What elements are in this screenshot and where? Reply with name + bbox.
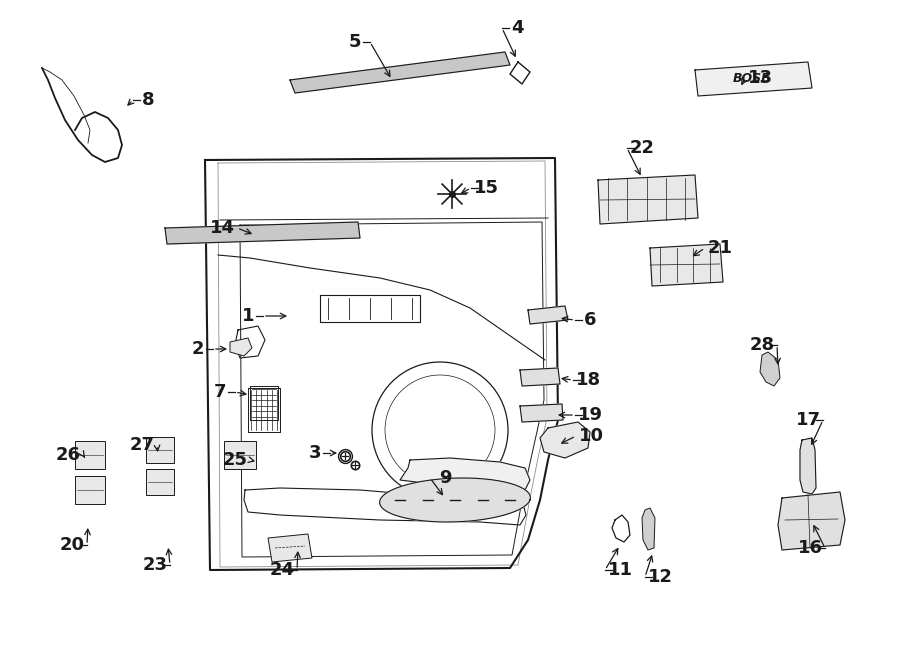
Text: 18: 18 [575, 371, 600, 389]
Text: 12: 12 [647, 568, 672, 586]
Polygon shape [598, 175, 698, 224]
Polygon shape [75, 441, 105, 469]
Text: 24: 24 [269, 561, 294, 579]
Polygon shape [165, 222, 360, 244]
Text: 19: 19 [578, 406, 602, 424]
Text: 16: 16 [797, 539, 823, 557]
Text: 25: 25 [222, 451, 248, 469]
Text: 7: 7 [214, 383, 226, 401]
Text: 6: 6 [584, 311, 596, 329]
Text: 3: 3 [309, 444, 321, 462]
Polygon shape [642, 508, 655, 550]
Polygon shape [520, 368, 560, 386]
Text: 1: 1 [242, 307, 254, 325]
Text: 10: 10 [579, 427, 604, 445]
Polygon shape [230, 338, 252, 356]
Polygon shape [540, 422, 590, 458]
Polygon shape [760, 352, 780, 386]
Text: 5: 5 [349, 33, 361, 51]
Text: 28: 28 [750, 336, 775, 354]
Text: 11: 11 [608, 561, 633, 579]
Polygon shape [75, 476, 105, 504]
Text: 22: 22 [629, 139, 654, 157]
Polygon shape [146, 437, 174, 463]
Text: 13: 13 [748, 69, 772, 87]
Text: BOSE: BOSE [734, 73, 770, 85]
Text: 23: 23 [142, 556, 167, 574]
Polygon shape [528, 306, 568, 324]
Text: 15: 15 [473, 179, 499, 197]
Polygon shape [380, 478, 530, 522]
Text: 4: 4 [511, 19, 523, 37]
Polygon shape [268, 534, 312, 562]
Polygon shape [650, 244, 723, 286]
Text: 17: 17 [796, 411, 821, 429]
Polygon shape [146, 469, 174, 495]
Text: 8: 8 [141, 91, 154, 109]
Polygon shape [400, 458, 530, 490]
Text: 27: 27 [130, 436, 155, 454]
Text: 26: 26 [56, 446, 80, 464]
Text: 20: 20 [59, 536, 85, 554]
Polygon shape [778, 492, 845, 550]
Polygon shape [695, 62, 812, 96]
Polygon shape [290, 52, 510, 93]
Text: 9: 9 [439, 469, 451, 487]
Polygon shape [224, 441, 256, 469]
Text: 14: 14 [210, 219, 235, 237]
Text: 2: 2 [192, 340, 204, 358]
Polygon shape [800, 438, 816, 494]
Polygon shape [520, 404, 563, 422]
Text: 21: 21 [707, 239, 733, 257]
